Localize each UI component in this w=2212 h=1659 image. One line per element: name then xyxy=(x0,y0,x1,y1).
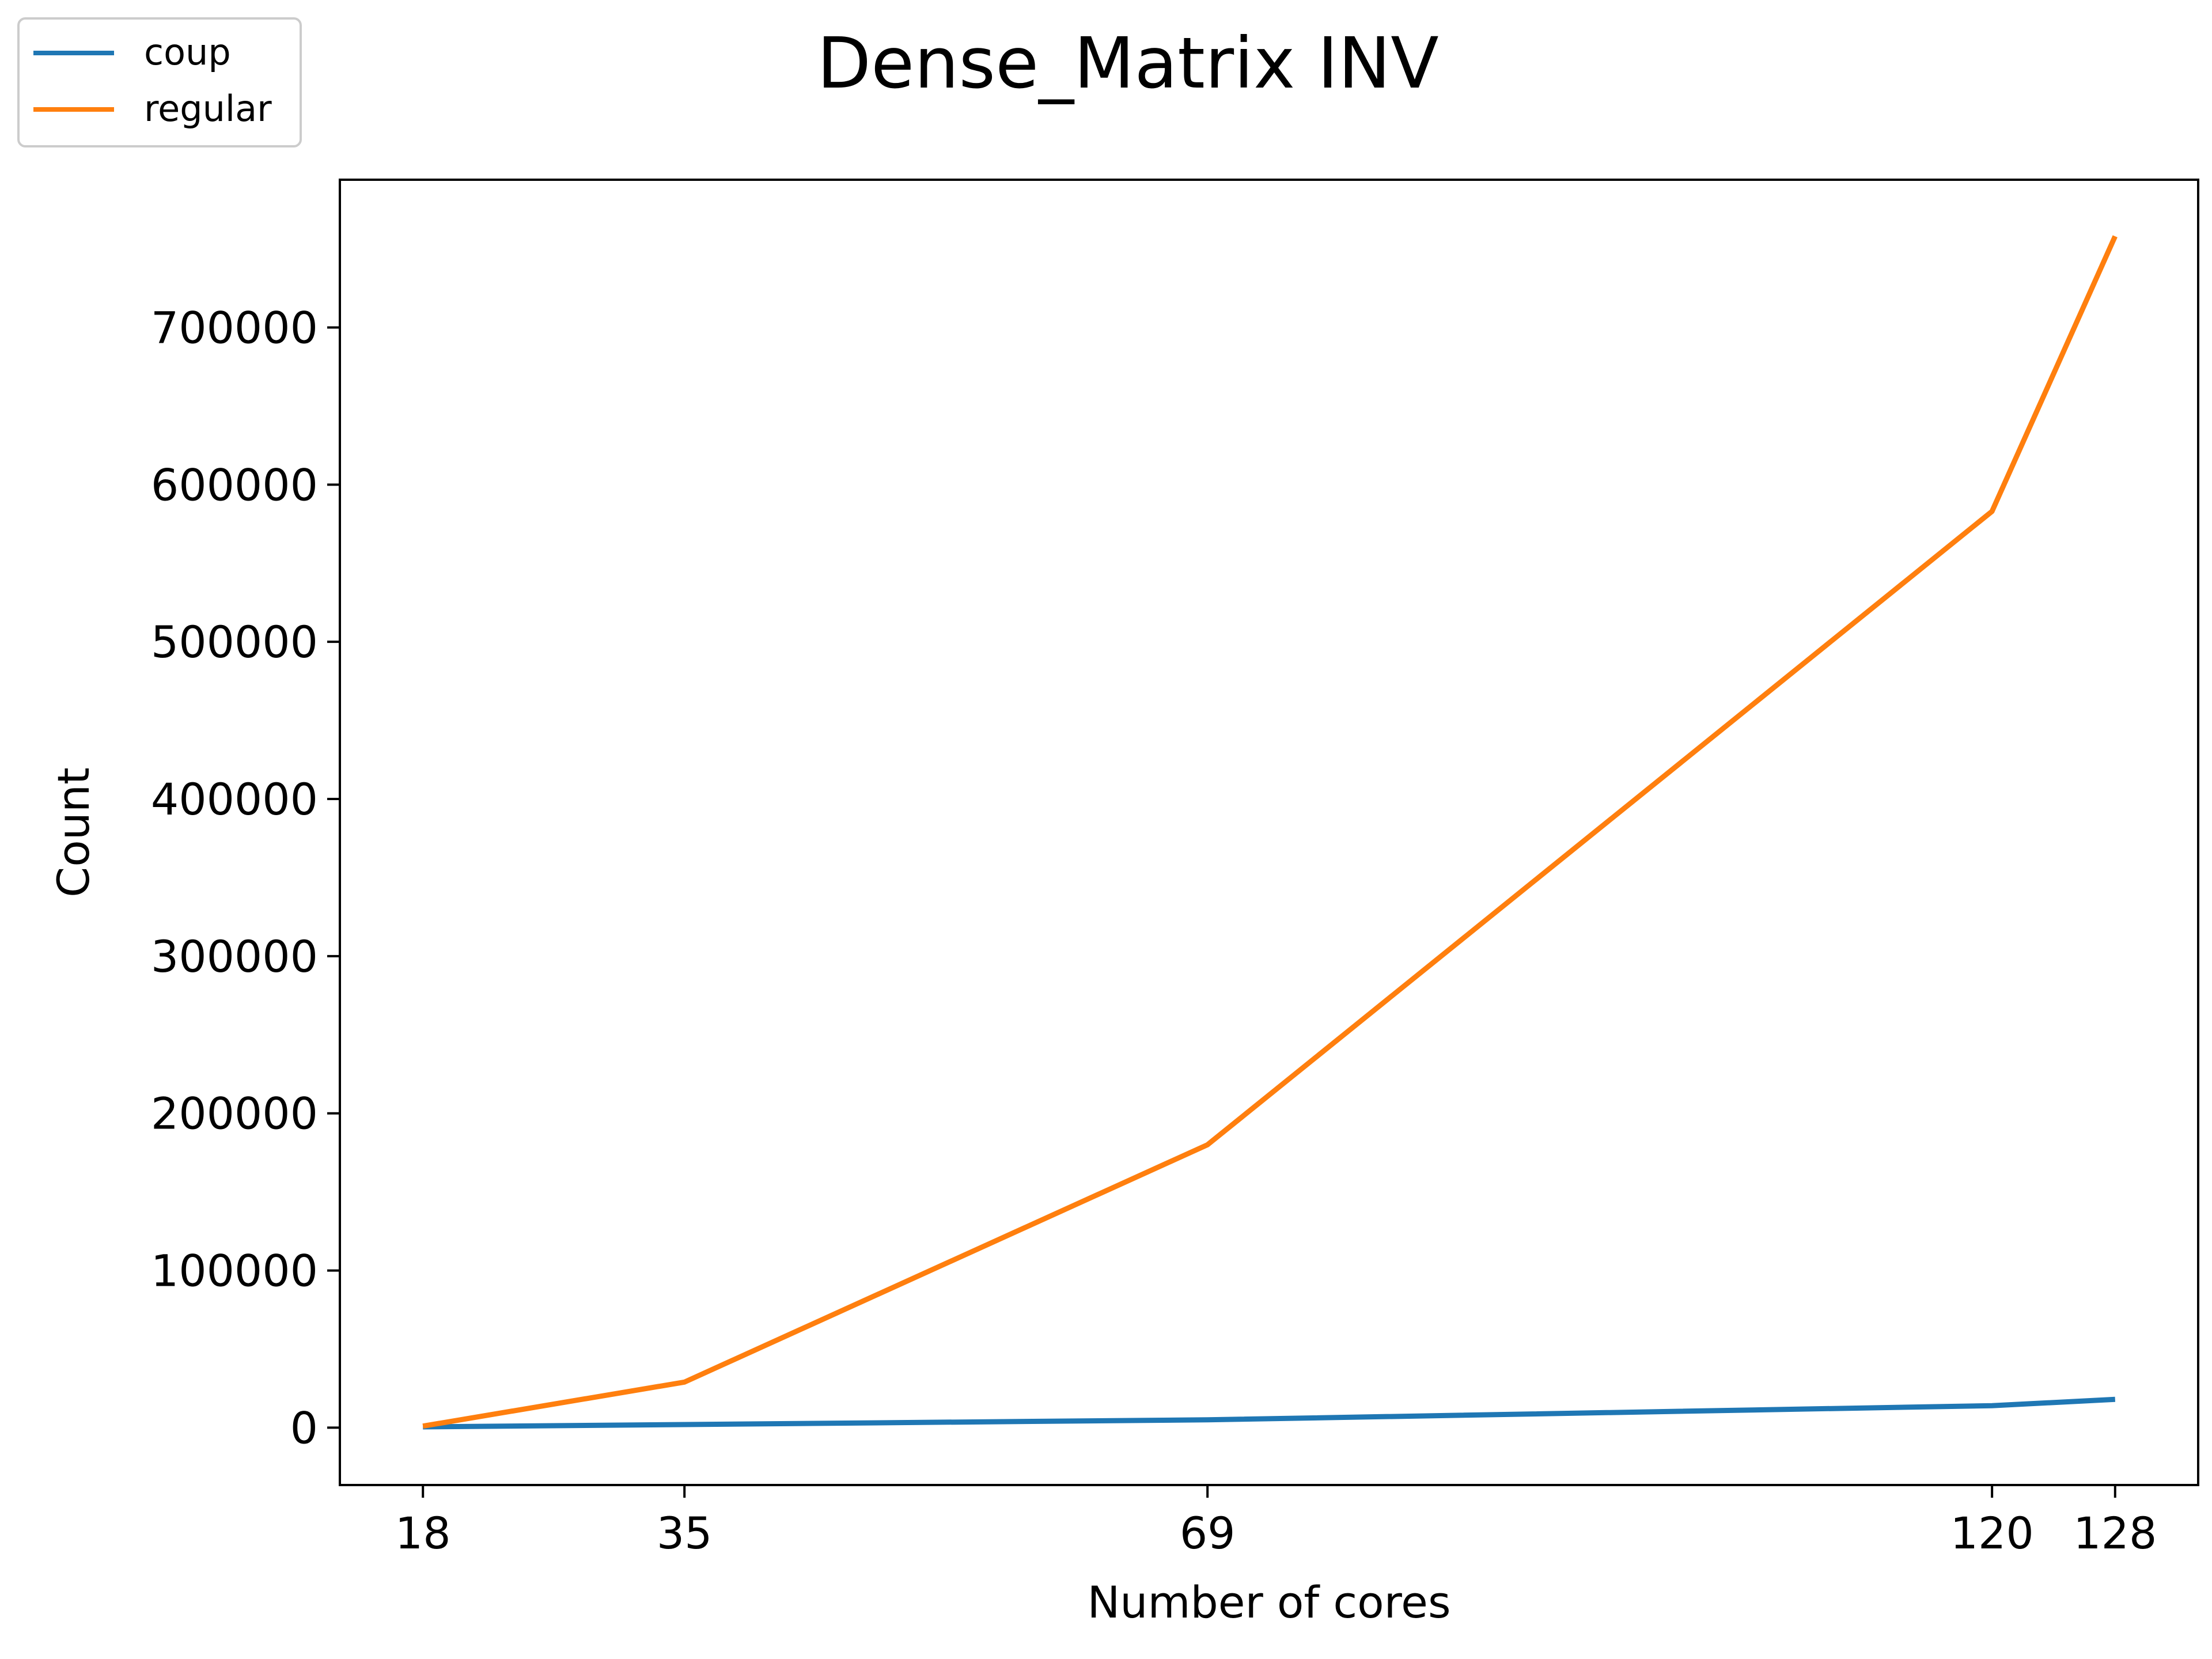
legend-regular-label: regular xyxy=(144,88,272,130)
x-tick-label: 69 xyxy=(1180,1508,1236,1559)
x-tick-label: 35 xyxy=(657,1508,713,1559)
chart-title: Dense_Matrix INV xyxy=(817,22,1439,104)
y-tick-label: 0 xyxy=(290,1402,318,1453)
y-tick-label: 600000 xyxy=(151,459,318,510)
y-axis-label: Count xyxy=(48,767,99,897)
series-line-coup xyxy=(423,1396,2116,1430)
y-tick-label: 400000 xyxy=(151,774,318,825)
x-axis-label: Number of cores xyxy=(1087,1577,1450,1628)
plot-frame xyxy=(339,179,2199,1486)
x-tick-label: 128 xyxy=(2073,1508,2157,1559)
y-tick-label: 500000 xyxy=(151,616,318,668)
x-axis-ticks: 18 35 69 120 128 xyxy=(395,1485,2157,1559)
legend-frame xyxy=(17,17,302,147)
y-tick-label: 200000 xyxy=(151,1088,318,1139)
legend: coup regular xyxy=(17,17,302,147)
y-axis-ticks: 0 100000 200000 300000 400000 500000 600000 700… xyxy=(151,302,340,1453)
series-line-regular xyxy=(422,235,2118,1429)
legend-coup-label: coup xyxy=(144,31,231,73)
x-tick-label: 18 xyxy=(395,1508,451,1559)
y-tick-label: 100000 xyxy=(151,1245,318,1297)
x-tick-label: 120 xyxy=(1950,1508,2034,1559)
series-layer xyxy=(422,235,2118,1430)
y-tick-label: 700000 xyxy=(151,302,318,353)
y-tick-label: 300000 xyxy=(151,931,318,982)
